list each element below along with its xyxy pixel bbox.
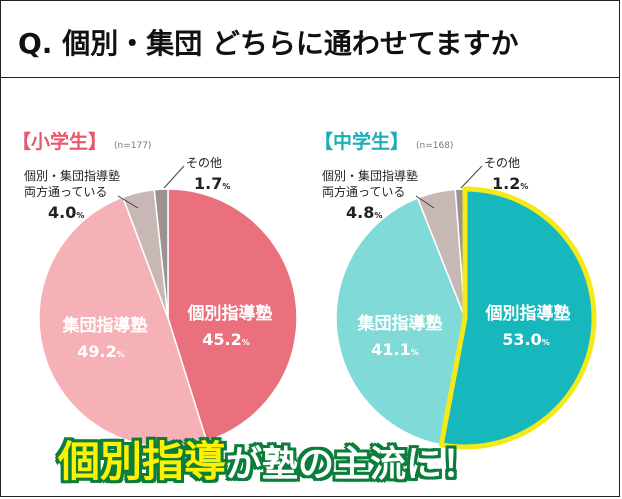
junior-high-label-group-value: 41.1% [371,340,419,359]
junior-high-label-individual-value: 53.0% [502,330,550,349]
junior-high-slice-group [335,197,466,446]
elementary-title: 【小学生】 [12,130,107,153]
elementary-label-group-name: 集団指導塾 [62,315,148,336]
junior-high-label-other-value: 1.2% [492,174,528,193]
junior-high-slices [335,188,595,448]
junior-high-title: 【中学生】 [314,130,409,153]
question-title: Q. 個別・集団 どちらに通わせてますか [18,27,519,60]
junior-high-label-other-name: その他 [484,156,520,170]
banner-rest: が塾の主流に！ [226,444,479,485]
elementary-label-both-line1: 個別・集団指導塾 [24,168,120,183]
elementary-slice-group [38,196,208,448]
junior-high-sample-size: (n=168) [416,141,453,151]
banner-highlight: 個別指導 [58,437,227,486]
question-header: Q. 個別・集団 どちらに通わせてますか [0,0,620,78]
elementary-slice-other [153,188,169,319]
junior-high-pie-chart: 【中学生】 (n=168) 個別指導塾 53.0% 集団指導塾 41.1% 個別… [314,130,597,450]
elementary-label-both-line2: 両方通っている [24,184,107,199]
elementary-label-both-value: 4.0% [48,203,84,222]
junior-high-leader-both [415,195,435,209]
junior-high-label-both-line2: 両方通っている [322,184,405,199]
elementary-leader-both [117,195,139,209]
elementary-leader-other [163,165,185,189]
elementary-slice-individual [167,188,298,443]
elementary-pie-chart: 【小学生】 (n=177) 個別指導塾 45.2% 集団指導塾 49.2% 個別… [12,130,298,448]
junior-high-label-both-value: 4.8% [346,203,382,222]
junior-high-individual-highlight [438,186,597,450]
elementary-slices [38,188,298,448]
elementary-label-group-value: 49.2% [77,342,125,361]
elementary-label-other-name: その他 [186,156,222,170]
junior-high-label-group-name: 集団指導塾 [357,313,443,334]
conclusion-banner: 個別指導が塾の主流に！ [58,428,478,489]
elementary-label-individual-value: 45.2% [202,330,250,349]
junior-high-leader-other [460,165,483,189]
elementary-label-individual-name: 個別指導塾 [187,303,273,324]
elementary-label-other-value: 1.7% [194,174,230,193]
junior-high-label-individual-name: 個別指導塾 [485,303,571,324]
elementary-sample-size: (n=177) [114,141,151,151]
junior-high-label-both-line1: 個別・集団指導塾 [322,168,418,183]
